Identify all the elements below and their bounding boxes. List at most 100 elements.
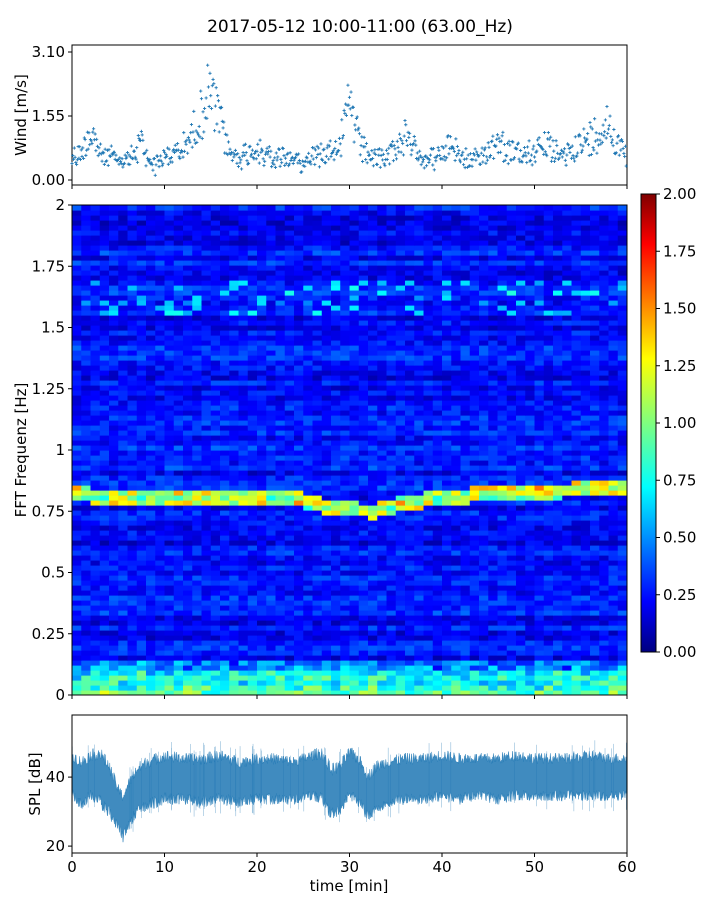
- spectrogram-cell: [229, 395, 240, 401]
- spectrogram-cell: [608, 375, 619, 381]
- spectrogram-cell: [164, 570, 175, 576]
- spectrogram-cell: [210, 665, 221, 671]
- spectrogram-cell: [506, 530, 517, 536]
- spectrogram-cell: [414, 560, 425, 566]
- spectrogram-cell: [238, 540, 249, 546]
- spectrogram-cell: [460, 490, 471, 496]
- spectrogram-cell: [331, 560, 341, 566]
- spectrogram-cell: [136, 410, 147, 416]
- spectrogram-cell: [432, 370, 443, 376]
- spectrogram-cell: [553, 575, 563, 581]
- spectrogram-cell: [460, 685, 471, 691]
- spectrogram-cell: [525, 685, 536, 691]
- spectrogram-cell: [497, 565, 508, 571]
- spectrogram-cell: [331, 495, 341, 501]
- spectrogram-cell: [229, 595, 240, 601]
- spectrogram-cell: [405, 545, 415, 551]
- spectrogram-cell: [358, 480, 369, 486]
- wind-point: [500, 134, 504, 138]
- spectrogram-cell: [386, 530, 397, 536]
- spectrogram-cell: [423, 380, 434, 386]
- wind-point: [487, 145, 491, 149]
- wind-point: [80, 154, 84, 159]
- wind-point: [398, 137, 402, 141]
- spectrogram-cell: [432, 410, 443, 416]
- spectrogram-cell: [414, 670, 425, 676]
- spectrogram-cell: [238, 455, 249, 461]
- wind-point: [438, 153, 442, 158]
- spectrogram-cell: [469, 630, 480, 636]
- spectrogram-cell: [497, 385, 508, 391]
- spectrogram-cell: [238, 590, 249, 596]
- spectrogram-cell: [497, 690, 508, 695]
- spectrogram-cell: [358, 610, 369, 616]
- spectrogram-cell: [155, 360, 166, 366]
- spectrogram-cell: [543, 360, 554, 366]
- spectrogram-cell: [386, 440, 397, 446]
- spectrogram-cell: [201, 500, 212, 506]
- spectrogram-cell: [534, 440, 545, 446]
- spectrogram-cell: [460, 535, 471, 541]
- wind-point: [547, 137, 551, 141]
- spectrogram-cell: [303, 375, 314, 381]
- wind-point: [589, 152, 594, 157]
- spectrogram-cell: [109, 505, 119, 511]
- spectrogram-cell: [266, 385, 277, 391]
- spectrogram-cell: [516, 590, 526, 596]
- spectrogram-cell: [349, 600, 360, 606]
- spectrogram-cell: [525, 530, 536, 536]
- spectrogram-cell: [488, 585, 499, 591]
- spectrogram-cell: [90, 435, 101, 441]
- spectrogram-cell: [442, 605, 452, 611]
- wind-point: [478, 162, 483, 166]
- wind-point: [272, 162, 276, 166]
- spectrogram-cell: [488, 545, 499, 551]
- spectrogram-cell: [99, 550, 110, 556]
- spectrogram-cell: [608, 670, 619, 676]
- spectrogram-cell: [442, 430, 452, 436]
- spectrogram-cell: [405, 590, 415, 596]
- spectrogram-cell: [294, 590, 304, 596]
- spectrogram-cell: [423, 510, 434, 516]
- spectrogram-cell: [395, 615, 406, 621]
- wind-point: [507, 139, 511, 143]
- spectrogram-cell: [386, 655, 397, 661]
- wind-point: [120, 157, 124, 161]
- spectrogram-cell: [192, 560, 203, 566]
- spectrogram-cell: [543, 400, 554, 406]
- spectrogram-cell: [386, 575, 397, 581]
- spectrogram-cell: [275, 490, 286, 496]
- spectrogram-cell: [599, 365, 610, 371]
- wind-point: [396, 145, 400, 149]
- wind-point: [333, 146, 337, 151]
- spectrogram-cell: [81, 630, 92, 636]
- spectrogram-cell: [571, 615, 582, 621]
- spectrogram-cell: [72, 630, 82, 636]
- spectrogram-cell: [257, 590, 267, 596]
- spectrogram-cell: [201, 485, 212, 491]
- spectrogram-cell: [460, 370, 471, 376]
- spectrogram-cell: [423, 530, 434, 536]
- spectrogram-cell: [451, 535, 462, 541]
- spectrogram-cell: [460, 385, 471, 391]
- wind-point: [484, 161, 488, 165]
- spectrogram-cell: [534, 390, 545, 396]
- spectrogram-cell: [608, 570, 619, 576]
- spectrogram-cell: [229, 535, 240, 541]
- spectrogram-cell: [266, 655, 277, 661]
- spectrogram-cell: [543, 485, 554, 491]
- spectrogram-cell: [247, 355, 258, 361]
- spectrogram-cell: [192, 355, 203, 361]
- spectrogram-cell: [90, 670, 101, 676]
- spectrogram-cell: [368, 515, 378, 521]
- spectrogram-cell: [617, 640, 627, 646]
- spectrogram-cell: [423, 555, 434, 561]
- spectrogram-cell: [173, 395, 184, 401]
- spectrogram-cell: [414, 385, 425, 391]
- spectrogram-cell: [127, 590, 138, 596]
- spectrogram-cell: [377, 465, 388, 471]
- spectrogram-cell: [553, 625, 563, 631]
- spectrogram-cell: [155, 660, 166, 666]
- spectrogram-cell: [173, 545, 184, 551]
- spectrogram-cell: [109, 570, 119, 576]
